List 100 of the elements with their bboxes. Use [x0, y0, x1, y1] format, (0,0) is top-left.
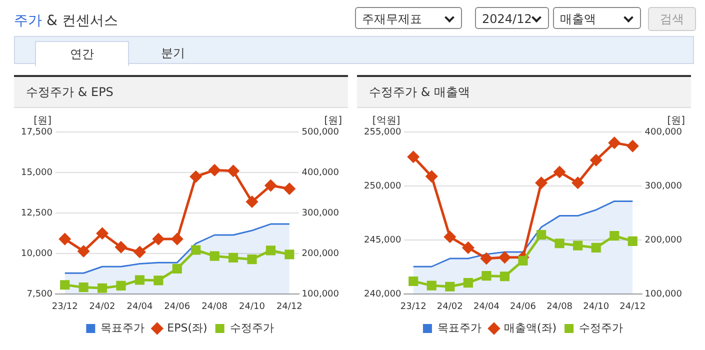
x-tick-label: 23/12 [400, 302, 426, 312]
point [408, 151, 420, 163]
point [518, 256, 528, 266]
point [266, 246, 276, 256]
point [78, 282, 88, 292]
point [554, 238, 564, 248]
y2-tick-label: 200,000 [302, 248, 340, 259]
x-tick-label: 24/04 [126, 302, 153, 312]
point [134, 275, 144, 285]
x-tick-label: 24/08 [202, 302, 228, 312]
text: 연간 [35, 41, 129, 66]
point [554, 166, 566, 178]
y2-tick-label: 500,000 [302, 127, 340, 138]
point [284, 183, 296, 195]
point [210, 251, 220, 261]
legend-label: 수정주가 [579, 321, 624, 334]
y-tick-label: 7,500 [26, 290, 53, 300]
legend-label: 목표주가 [100, 321, 145, 334]
point [96, 228, 108, 240]
point [190, 170, 202, 182]
point [500, 272, 510, 282]
y2-tick-label: 300,000 [302, 208, 340, 218]
point [444, 231, 456, 243]
point [608, 137, 620, 149]
y-tick-label: 12,500 [20, 208, 53, 218]
point [246, 196, 258, 208]
point [573, 240, 583, 250]
point [572, 177, 584, 189]
point [228, 165, 240, 177]
legend-label: 매출액(좌) [504, 321, 557, 334]
y2-tick-label: 300,000 [644, 181, 682, 192]
y-tick-label: 15,000 [20, 168, 53, 178]
point [626, 140, 638, 152]
x-tick-label: 24/12 [620, 302, 646, 312]
point [284, 250, 294, 260]
point [462, 242, 474, 254]
point [116, 280, 126, 290]
point [134, 246, 146, 258]
point [482, 271, 492, 281]
point [191, 245, 201, 255]
y2-tick-label: 400,000 [302, 168, 340, 178]
point [536, 177, 548, 189]
y2-tick-label: 100,000 [644, 290, 682, 300]
point [172, 264, 182, 274]
y2-axis-title: [원] [324, 116, 342, 127]
y-tick-label: 245,000 [364, 235, 402, 246]
point [171, 233, 183, 245]
point [228, 252, 238, 262]
point [408, 276, 418, 286]
point [463, 278, 473, 288]
y2-tick-label: 200,000 [644, 235, 682, 246]
text: 주가 & 컨센서스 [14, 12, 118, 30]
x-tick-label: 24/02 [436, 302, 463, 312]
point [610, 231, 620, 241]
point [59, 233, 71, 245]
point [247, 254, 257, 264]
y-tick-label: 17,500 [20, 127, 53, 138]
point [590, 154, 602, 166]
y-axis-title: [억원] [372, 116, 400, 127]
point [152, 233, 164, 245]
legend-label: EPS(좌) [167, 321, 208, 334]
point [208, 164, 220, 176]
y-axis-title: [원] [34, 116, 52, 127]
legend-label: 목표주가 [437, 321, 482, 334]
point [154, 276, 164, 286]
chart-title: 수정주가 & 매출액 [357, 77, 691, 108]
y-tick-label: 10,000 [20, 248, 53, 259]
point [480, 252, 492, 264]
x-tick-label: 24/10 [583, 302, 610, 312]
x-tick-label: 24/12 [276, 302, 302, 312]
x-tick-label: 23/12 [52, 302, 78, 312]
y2-tick-label: 100,000 [302, 290, 340, 300]
point [426, 170, 438, 182]
y-tick-label: 250,000 [364, 181, 402, 192]
dropdown: 매출액 [553, 7, 641, 29]
y2-axis-title: [원] [667, 116, 686, 127]
y-tick-label: 255,000 [364, 127, 402, 138]
point [97, 283, 108, 293]
point [498, 252, 510, 264]
text: 분기 [160, 45, 186, 62]
x-tick-label: 24/06 [510, 302, 536, 312]
point [426, 280, 436, 290]
chart-title: 수정주가 & EPS [14, 77, 348, 108]
legend-label: 수정주가 [230, 321, 274, 334]
y-tick-label: 240,000 [364, 290, 402, 300]
point [60, 280, 70, 290]
point [115, 241, 127, 253]
y2-tick-label: 400,000 [644, 127, 682, 138]
x-tick-label: 24/02 [89, 302, 116, 312]
point [78, 245, 90, 257]
dropdown: 주재무제표 [355, 7, 462, 29]
x-tick-label: 24/04 [473, 302, 500, 312]
x-tick-label: 24/06 [164, 302, 190, 312]
point [591, 242, 601, 252]
point [536, 230, 546, 240]
text: 검색 [648, 7, 696, 31]
x-tick-label: 24/10 [239, 302, 266, 312]
point [264, 180, 276, 192]
dropdown: 2024/12 [475, 7, 549, 29]
point [445, 282, 455, 292]
